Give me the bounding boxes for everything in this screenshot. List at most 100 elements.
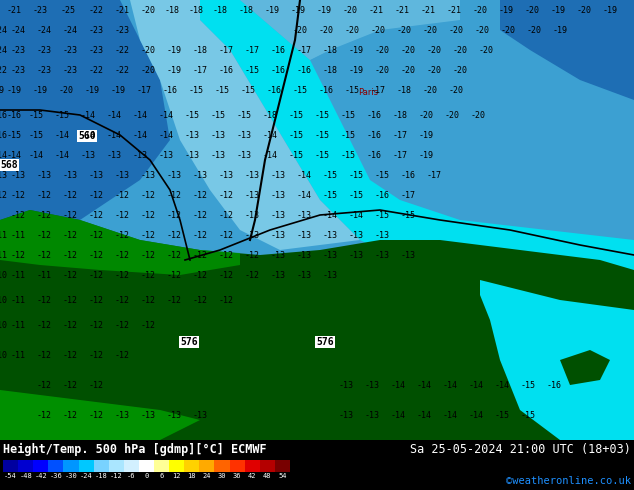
Text: 576: 576: [316, 337, 333, 347]
Text: Paris: Paris: [358, 88, 378, 97]
Text: -13: -13: [271, 250, 285, 260]
Text: -12: -12: [89, 270, 103, 279]
Text: -17: -17: [136, 85, 152, 95]
Text: -15: -15: [375, 171, 389, 179]
Text: -12: -12: [219, 250, 233, 260]
Text: -20: -20: [396, 25, 411, 34]
Text: -24: -24: [37, 25, 51, 34]
Polygon shape: [200, 0, 634, 300]
Text: -20: -20: [370, 25, 385, 34]
Polygon shape: [500, 0, 634, 100]
Bar: [214, 460, 230, 472]
Text: -15: -15: [288, 150, 304, 160]
Text: -20: -20: [375, 66, 389, 74]
Bar: [3, 460, 18, 472]
Text: -15: -15: [184, 111, 200, 120]
Text: -12: -12: [141, 230, 155, 240]
Text: -12: -12: [89, 320, 103, 329]
Text: -19: -19: [264, 5, 280, 15]
Text: -14: -14: [417, 411, 432, 419]
Bar: [139, 460, 154, 472]
Text: -12: -12: [115, 230, 129, 240]
Text: -15: -15: [29, 111, 44, 120]
Text: -17: -17: [370, 85, 385, 95]
Text: -18: -18: [188, 5, 204, 15]
Text: -13: -13: [184, 150, 200, 160]
Text: -11: -11: [0, 250, 8, 260]
Bar: [79, 460, 94, 472]
Text: -14: -14: [349, 211, 363, 220]
Text: -16: -16: [366, 150, 382, 160]
Text: -13: -13: [339, 381, 354, 390]
Text: -23: -23: [89, 46, 103, 54]
Text: -20: -20: [479, 46, 493, 54]
Text: -11: -11: [11, 230, 25, 240]
Text: -12: -12: [219, 270, 233, 279]
Text: -12: -12: [89, 350, 103, 360]
Text: -14: -14: [55, 150, 70, 160]
Text: -14: -14: [495, 381, 510, 390]
Polygon shape: [0, 210, 634, 440]
Text: -23: -23: [63, 46, 77, 54]
Text: -12: -12: [115, 211, 129, 220]
Text: -13: -13: [271, 211, 285, 220]
Text: -15: -15: [340, 150, 356, 160]
Text: -13: -13: [323, 250, 337, 260]
Text: -12: -12: [110, 473, 122, 479]
Text: -14: -14: [107, 111, 122, 120]
Text: -15: -15: [323, 171, 337, 179]
Text: -18: -18: [396, 85, 411, 95]
Text: -19: -19: [552, 25, 567, 34]
Text: -19: -19: [418, 130, 434, 140]
Text: -12: -12: [115, 191, 129, 199]
Text: -15: -15: [344, 85, 359, 95]
Text: -24: -24: [63, 25, 77, 34]
Text: -10: -10: [0, 320, 8, 329]
Text: -20: -20: [141, 5, 155, 15]
Text: -11: -11: [11, 320, 25, 329]
Text: -23: -23: [37, 46, 51, 54]
Text: -12: -12: [167, 230, 181, 240]
Text: -23: -23: [11, 66, 25, 74]
Text: -21: -21: [420, 5, 436, 15]
Text: -12: -12: [37, 211, 51, 220]
Text: -20: -20: [576, 5, 592, 15]
Text: -12: -12: [37, 320, 51, 329]
Text: -17: -17: [219, 46, 233, 54]
Bar: [33, 460, 48, 472]
Text: -13: -13: [63, 171, 77, 179]
Text: -12: -12: [141, 211, 155, 220]
Text: -16: -16: [366, 130, 382, 140]
Text: -13: -13: [219, 171, 233, 179]
Text: -14: -14: [417, 381, 432, 390]
Text: -13: -13: [297, 270, 311, 279]
Text: -12: -12: [193, 270, 207, 279]
Text: -19: -19: [6, 85, 22, 95]
Text: -18: -18: [193, 46, 207, 54]
Text: -12: -12: [63, 320, 77, 329]
Text: -12: -12: [89, 411, 103, 419]
Text: -12: -12: [167, 250, 181, 260]
Text: -15: -15: [188, 85, 204, 95]
Text: -15: -15: [210, 111, 226, 120]
Text: -12: -12: [167, 191, 181, 199]
Text: 560: 560: [78, 131, 96, 141]
Polygon shape: [0, 0, 170, 240]
Text: -25: -25: [60, 5, 75, 15]
Text: -12: -12: [141, 191, 155, 199]
Text: -13: -13: [339, 411, 354, 419]
Text: -12: -12: [141, 250, 155, 260]
Text: -12: -12: [115, 320, 129, 329]
Text: -12: -12: [37, 250, 51, 260]
Text: -12: -12: [193, 211, 207, 220]
Text: -16: -16: [6, 111, 22, 120]
Bar: [18, 460, 33, 472]
Text: -13: -13: [133, 150, 148, 160]
Text: -21: -21: [115, 5, 129, 15]
Text: -13: -13: [245, 230, 259, 240]
Text: -16: -16: [318, 85, 333, 95]
Text: -13: -13: [323, 270, 337, 279]
Text: -14: -14: [133, 130, 148, 140]
Text: -12: -12: [89, 250, 103, 260]
Text: 54: 54: [278, 473, 287, 479]
